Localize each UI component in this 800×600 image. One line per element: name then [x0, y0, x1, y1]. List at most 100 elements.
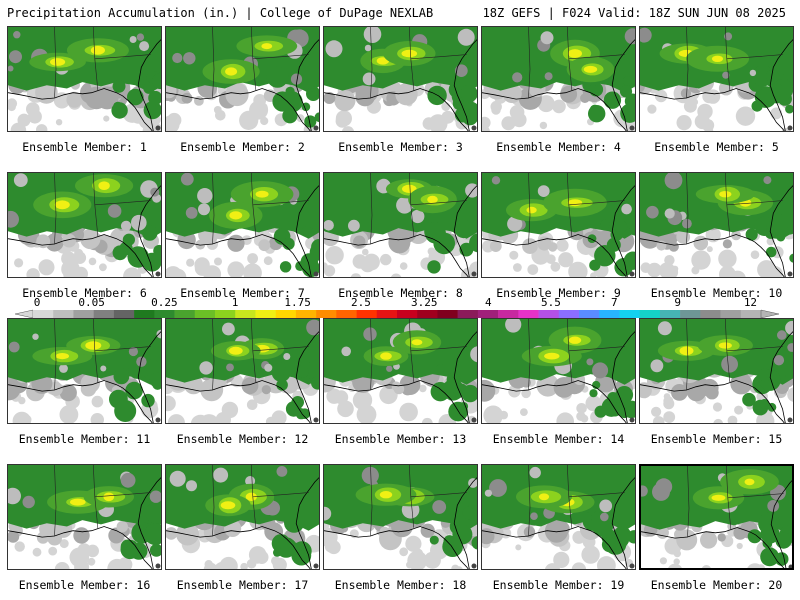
precip-map[interactable]: [7, 26, 162, 132]
ensemble-member-panel[interactable]: Ensemble Member: 3: [323, 26, 478, 156]
precip-map[interactable]: [481, 172, 636, 278]
nexlab-logo-mark: [155, 271, 161, 277]
colorbar-tick-label: 7: [610, 296, 618, 309]
ensemble-member-panel[interactable]: Ensemble Member: 5: [639, 26, 794, 156]
precip-map[interactable]: [639, 318, 794, 424]
ensemble-member-label: Ensemble Member: 6: [22, 286, 147, 300]
colorbar-swatch: [518, 310, 539, 318]
precip-colorbar: 0 0.05 0.25 1 1.75 2.5 3.25 4 5.5 7 9 12: [0, 296, 800, 320]
colorbar-tick-label: 0.25: [151, 296, 178, 309]
colorbar-swatch: [659, 310, 681, 318]
colorbar-swatch: [639, 310, 661, 318]
colorbar-swatch: [215, 310, 236, 318]
colorbar-swatch: [740, 310, 762, 318]
ensemble-member-label: Ensemble Member: 4: [496, 140, 621, 154]
ensemble-member-panel[interactable]: Ensemble Member: 4: [481, 26, 636, 156]
nexlab-logo-mark: [629, 563, 635, 569]
ensemble-member-panel[interactable]: Ensemble Member: 8: [323, 172, 478, 302]
nexlab-logo-mark: [787, 125, 793, 131]
colorbar-swatch: [680, 310, 701, 318]
colorbar-tick-label: 3.25: [411, 296, 438, 309]
ensemble-member-label: Ensemble Member: 9: [496, 286, 621, 300]
colorbar-swatch: [336, 310, 357, 318]
colorbar-swatch: [316, 310, 337, 318]
colorbar-swatch: [538, 310, 560, 318]
nexlab-logo-mark: [313, 125, 319, 131]
colorbar-swatch: [558, 310, 580, 318]
colorbar-swatch: [457, 310, 479, 318]
ensemble-member-panel[interactable]: Ensemble Member: 1: [7, 26, 162, 156]
precip-map[interactable]: [639, 26, 794, 132]
precip-map[interactable]: [165, 172, 320, 278]
colorbar-swatch: [417, 310, 438, 318]
colorbar-tick-label: 1.75: [284, 296, 311, 309]
ensemble-member-panel[interactable]: Ensemble Member: 9: [481, 172, 636, 302]
colorbar-swatch: [437, 310, 458, 318]
nexlab-logo-mark: [313, 563, 319, 569]
ensemble-member-panel[interactable]: Ensemble Member: 17: [165, 464, 320, 594]
ensemble-member-label: Ensemble Member: 8: [338, 286, 463, 300]
ensemble-member-panel[interactable]: Ensemble Member: 12: [165, 318, 320, 448]
precip-map[interactable]: [323, 318, 478, 424]
colorbar-tick-label: 12: [743, 296, 758, 309]
precip-map[interactable]: [165, 26, 320, 132]
nexlab-logo-mark: [787, 271, 793, 277]
ensemble-member-panel[interactable]: Ensemble Member: 16: [7, 464, 162, 594]
precip-map[interactable]: [323, 172, 478, 278]
colorbar-swatch: [154, 310, 175, 318]
ensemble-member-label: Ensemble Member: 18: [334, 578, 467, 592]
colorbar-swatch: [579, 310, 600, 318]
ensemble-member-label: Ensemble Member: 14: [492, 432, 625, 446]
precip-map[interactable]: [481, 26, 636, 132]
precip-map[interactable]: [7, 172, 162, 278]
precip-map[interactable]: [639, 172, 794, 278]
ensemble-member-panel[interactable]: Ensemble Member: 18: [323, 464, 478, 594]
ensemble-member-panel[interactable]: Ensemble Member: 13: [323, 318, 478, 448]
ensemble-member-label: Ensemble Member: 7: [180, 286, 305, 300]
colorbar-swatch: [194, 310, 216, 318]
precip-map[interactable]: [7, 464, 162, 570]
nexlab-logo-mark: [471, 125, 477, 131]
colorbar-swatch: [134, 310, 155, 318]
header: Precipitation Accumulation (in.) | Colle…: [0, 0, 800, 24]
ensemble-member-panel[interactable]: Ensemble Member: 14: [481, 318, 636, 448]
nexlab-logo-mark: [155, 563, 161, 569]
nexlab-logo-mark: [313, 417, 319, 423]
ensemble-member-label: Ensemble Member: 15: [650, 432, 783, 446]
precip-map[interactable]: [481, 464, 636, 570]
colorbar-swatch: [33, 310, 54, 318]
nexlab-logo-mark: [629, 125, 635, 131]
precip-map[interactable]: [639, 464, 794, 570]
colorbar-swatch: [295, 310, 317, 318]
colorbar-swatch: [477, 310, 499, 318]
colorbar-swatch: [619, 310, 640, 318]
nexlab-logo-mark: [787, 417, 793, 423]
ensemble-member-label: Ensemble Member: 13: [334, 432, 467, 446]
ensemble-member-panel[interactable]: Ensemble Member: 20: [639, 464, 794, 594]
precip-map[interactable]: [165, 318, 320, 424]
precip-map[interactable]: [7, 318, 162, 424]
colorbar-swatch: [174, 310, 196, 318]
ensemble-member-panel[interactable]: Ensemble Member: 11: [7, 318, 162, 448]
ensemble-member-label: Ensemble Member: 19: [492, 578, 625, 592]
precip-map[interactable]: [323, 464, 478, 570]
colorbar-strip: [14, 309, 780, 319]
ensemble-member-label: Ensemble Member: 3: [338, 140, 463, 154]
ensemble-member-panel[interactable]: Ensemble Member: 2: [165, 26, 320, 156]
ensemble-member-panel[interactable]: Ensemble Member: 19: [481, 464, 636, 594]
colorbar-swatch: [397, 310, 418, 318]
colorbar-swatch: [255, 310, 276, 318]
precip-map[interactable]: [165, 464, 320, 570]
precip-map[interactable]: [323, 26, 478, 132]
nexlab-logo-mark: [313, 271, 319, 277]
colorbar-tick-label: 0.05: [78, 296, 105, 309]
colorbar-swatch: [93, 310, 115, 318]
ensemble-member-panel[interactable]: Ensemble Member: 10: [639, 172, 794, 302]
ensemble-member-panel[interactable]: Ensemble Member: 6: [7, 172, 162, 302]
ensemble-member-panel[interactable]: Ensemble Member: 7: [165, 172, 320, 302]
ensemble-member-panel[interactable]: Ensemble Member: 15: [639, 318, 794, 448]
product-title: Precipitation Accumulation (in.) | Colle…: [7, 6, 434, 20]
colorbar-swatch: [53, 310, 74, 318]
precip-map[interactable]: [481, 318, 636, 424]
colorbar-tick-label: 4: [485, 296, 492, 309]
